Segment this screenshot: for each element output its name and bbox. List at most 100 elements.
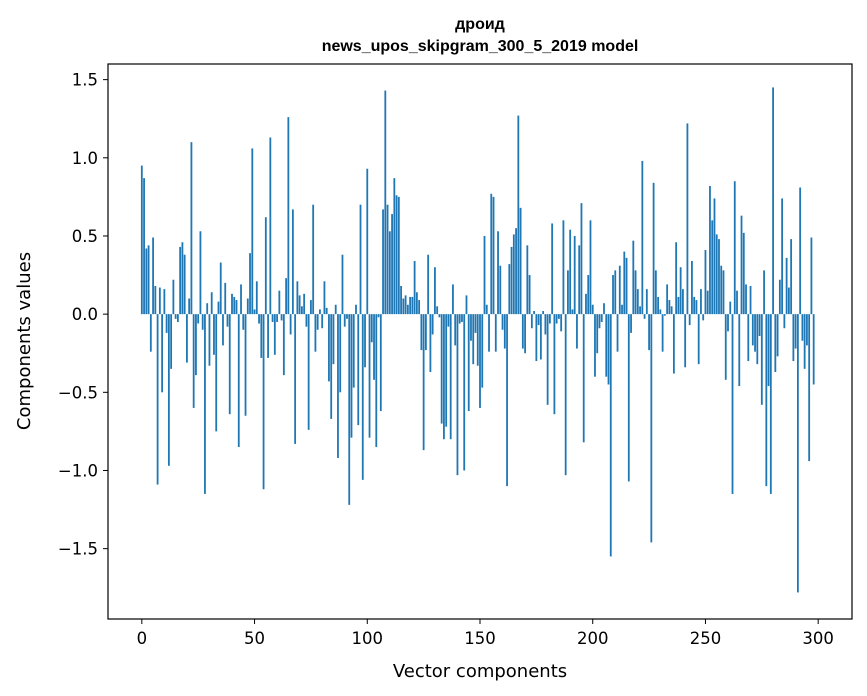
bar <box>632 240 635 315</box>
bar <box>233 296 236 315</box>
bar <box>700 289 702 315</box>
bar <box>749 286 752 315</box>
bar <box>364 314 366 368</box>
x-tick-label: 50 <box>244 629 265 648</box>
bar <box>467 314 470 412</box>
bar <box>400 286 402 315</box>
bar <box>445 314 448 427</box>
bar <box>262 314 265 490</box>
bar <box>614 270 617 315</box>
bar <box>625 257 628 315</box>
bars-layer <box>140 87 815 593</box>
bar <box>792 314 795 362</box>
bar <box>434 267 436 315</box>
bar <box>249 253 251 315</box>
bar <box>377 314 380 318</box>
bar <box>215 314 218 432</box>
bar <box>636 289 639 315</box>
bar <box>720 265 723 315</box>
bar <box>553 314 556 415</box>
bar <box>781 198 784 315</box>
bar <box>300 306 303 315</box>
bar <box>488 314 490 352</box>
bar <box>641 160 644 315</box>
bar <box>361 314 364 480</box>
bar <box>332 314 335 365</box>
bar <box>312 204 315 315</box>
bar <box>585 293 587 315</box>
bar <box>810 237 813 315</box>
bar <box>607 314 610 385</box>
bar <box>258 314 260 324</box>
bar <box>285 278 288 315</box>
bar <box>598 314 601 329</box>
bar <box>600 314 603 322</box>
bar <box>422 314 425 451</box>
bar <box>328 314 330 382</box>
bar <box>424 314 427 351</box>
bar <box>803 314 806 369</box>
bar <box>774 314 777 372</box>
bar <box>199 231 202 315</box>
bar <box>691 260 693 315</box>
bar <box>704 250 707 315</box>
bar <box>463 314 466 471</box>
bar <box>370 314 373 343</box>
bar <box>174 314 177 319</box>
bar <box>402 298 405 315</box>
bar <box>406 304 409 315</box>
bar <box>519 207 522 315</box>
bar <box>675 242 678 315</box>
bar <box>621 304 623 315</box>
bar <box>697 314 700 365</box>
bar <box>630 314 632 333</box>
bar <box>197 314 200 324</box>
bar <box>760 314 763 405</box>
bar <box>605 314 608 377</box>
bar <box>337 314 339 458</box>
x-tick-label: 0 <box>137 629 148 648</box>
bar <box>260 314 263 358</box>
bar <box>352 314 355 388</box>
bar <box>517 115 520 315</box>
bar <box>578 245 581 315</box>
bar <box>562 220 565 315</box>
bar <box>587 275 590 315</box>
y-tick-label: 1.0 <box>72 149 98 168</box>
bar <box>213 314 215 355</box>
bar <box>652 182 655 315</box>
bar <box>769 314 772 494</box>
bar <box>366 168 369 315</box>
bar <box>224 282 227 315</box>
bar <box>508 264 511 315</box>
bar <box>420 314 423 351</box>
bar <box>287 117 290 315</box>
y-axis-label: Components values <box>14 252 35 430</box>
bar <box>395 195 398 315</box>
bar <box>515 228 517 315</box>
bar <box>537 314 540 326</box>
bar <box>307 314 310 430</box>
bar <box>796 314 799 593</box>
bar <box>544 314 547 335</box>
bar <box>772 87 774 315</box>
bar <box>319 309 321 315</box>
bar <box>603 303 605 315</box>
bar <box>314 314 317 352</box>
bar <box>373 314 375 380</box>
bar <box>273 314 276 355</box>
bar <box>481 314 484 388</box>
bar <box>530 314 533 329</box>
bar <box>303 293 306 315</box>
bar <box>458 314 461 324</box>
bar <box>612 275 614 315</box>
bar <box>219 262 222 315</box>
bar <box>738 314 741 387</box>
bar <box>533 311 536 315</box>
bar <box>310 300 312 315</box>
bar <box>616 314 619 352</box>
bar <box>634 270 637 315</box>
bar <box>282 314 285 376</box>
bar <box>237 314 240 448</box>
